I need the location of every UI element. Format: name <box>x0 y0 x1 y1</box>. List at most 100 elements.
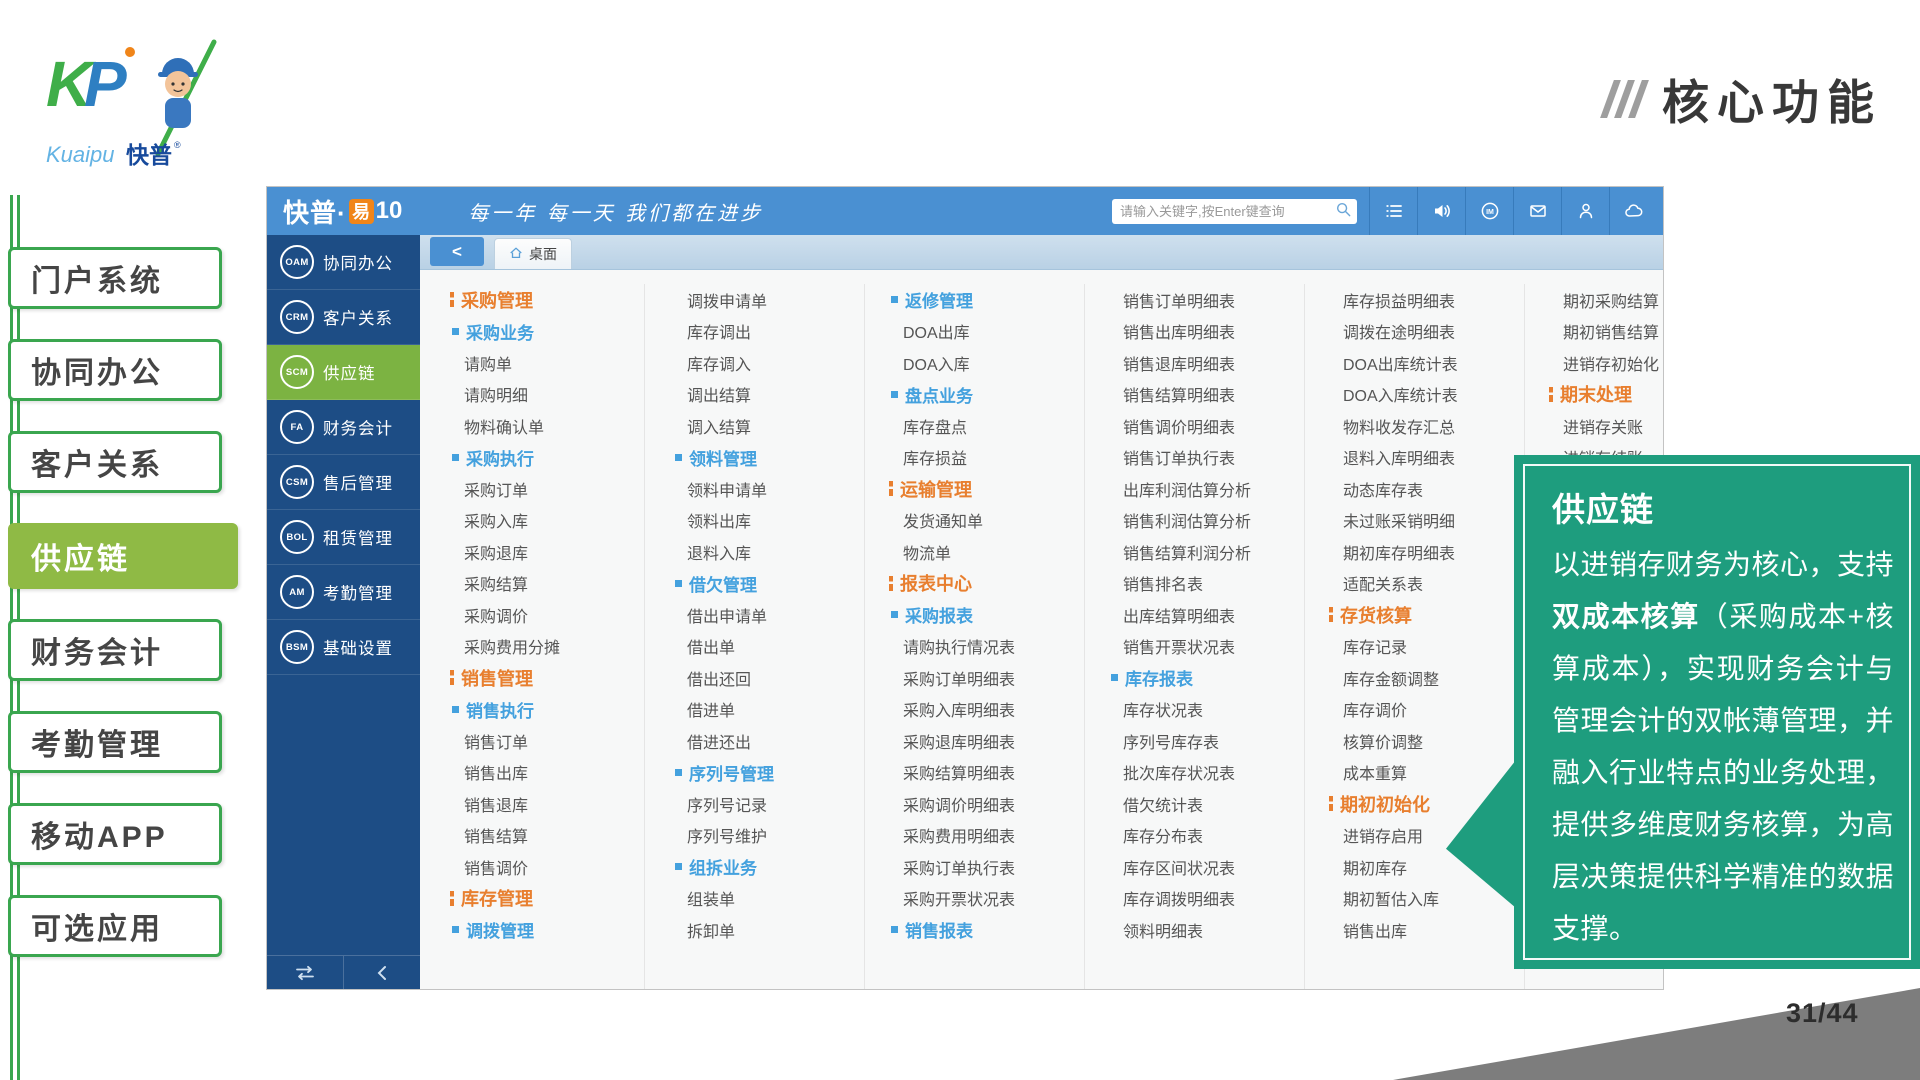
menu-item[interactable]: 采购费用分摊 <box>450 631 644 663</box>
nav-item-am[interactable]: AM 考勤管理 <box>267 565 420 620</box>
menu-item[interactable]: 采购调价明细表 <box>889 788 1084 820</box>
menu-group-header[interactable]: 报表中心 <box>889 568 1084 600</box>
list-icon[interactable] <box>1369 187 1417 235</box>
menu-group-header[interactable]: 库存管理 <box>450 883 644 915</box>
menu-subgroup-header[interactable]: 销售报表 <box>889 914 1084 946</box>
sidebar-item-collaborative-office[interactable]: 协同办公 <box>8 339 222 401</box>
menu-item[interactable]: 未过账采销明细 <box>1329 505 1524 537</box>
menu-item[interactable]: 库存状况表 <box>1109 694 1304 726</box>
menu-item[interactable]: 销售调价明细表 <box>1109 410 1304 442</box>
menu-item[interactable]: 库存区间状况表 <box>1109 851 1304 883</box>
menu-item[interactable]: 销售出库明细表 <box>1109 316 1304 348</box>
menu-item[interactable]: 期初库存 <box>1329 851 1524 883</box>
menu-item[interactable]: 采购调价 <box>450 599 644 631</box>
menu-group-header[interactable]: 存货核算 <box>1329 599 1524 631</box>
menu-item[interactable]: 库存调入 <box>673 347 864 379</box>
menu-item[interactable]: 物料确认单 <box>450 410 644 442</box>
menu-item[interactable]: 成本重算 <box>1329 757 1524 789</box>
menu-group-header[interactable]: 采购管理 <box>450 284 644 316</box>
menu-item[interactable]: 适配关系表 <box>1329 568 1524 600</box>
menu-item[interactable]: DOA入库统计表 <box>1329 379 1524 411</box>
nav-item-oam[interactable]: OAM 协同办公 <box>267 235 420 290</box>
magnifier-icon[interactable] <box>1335 201 1351 222</box>
nav-item-fa[interactable]: FA 财务会计 <box>267 400 420 455</box>
menu-item[interactable]: 进销存初始化 <box>1549 347 1663 379</box>
menu-item[interactable]: DOA出库 <box>889 316 1084 348</box>
menu-subgroup-header[interactable]: 采购报表 <box>889 599 1084 631</box>
sidebar-item-supply-chain[interactable]: 供应链 <box>8 523 238 589</box>
menu-item[interactable]: 动态库存表 <box>1329 473 1524 505</box>
menu-item[interactable]: 销售订单执行表 <box>1109 442 1304 474</box>
menu-item[interactable]: 库存记录 <box>1329 631 1524 663</box>
menu-subgroup-header[interactable]: 领料管理 <box>673 442 864 474</box>
menu-item[interactable]: 核算价调整 <box>1329 725 1524 757</box>
menu-item[interactable]: 期初采购结算 <box>1549 284 1663 316</box>
menu-item[interactable]: 调出结算 <box>673 379 864 411</box>
menu-item[interactable]: 进销存关账 <box>1549 410 1663 442</box>
global-search[interactable] <box>1112 198 1357 224</box>
mail-icon[interactable] <box>1513 187 1561 235</box>
menu-item[interactable]: 销售订单明细表 <box>1109 284 1304 316</box>
menu-item[interactable]: 采购退库明细表 <box>889 725 1084 757</box>
menu-item[interactable]: 进销存启用 <box>1329 820 1524 852</box>
menu-item[interactable]: 库存损益 <box>889 442 1084 474</box>
menu-item[interactable]: 领料出库 <box>673 505 864 537</box>
menu-item[interactable]: 销售结算利润分析 <box>1109 536 1304 568</box>
menu-item[interactable]: 销售结算 <box>450 820 644 852</box>
menu-item[interactable]: 期初暂估入库 <box>1329 883 1524 915</box>
menu-item[interactable]: 调入结算 <box>673 410 864 442</box>
menu-item[interactable]: 采购订单执行表 <box>889 851 1084 883</box>
sidebar-item-optional-apps[interactable]: 可选应用 <box>8 895 222 957</box>
menu-item[interactable]: 批次库存状况表 <box>1109 757 1304 789</box>
menu-item[interactable]: 退料入库明细表 <box>1329 442 1524 474</box>
menu-subgroup-header[interactable]: 采购业务 <box>450 316 644 348</box>
swap-icon[interactable] <box>267 956 344 989</box>
menu-item[interactable]: 采购结算 <box>450 568 644 600</box>
menu-subgroup-header[interactable]: 组拆业务 <box>673 851 864 883</box>
menu-item[interactable]: 库存调出 <box>673 316 864 348</box>
menu-item[interactable]: 采购订单 <box>450 473 644 505</box>
menu-item[interactable]: 库存调拨明细表 <box>1109 883 1304 915</box>
menu-item[interactable]: 序列号维护 <box>673 820 864 852</box>
menu-subgroup-header[interactable]: 借欠管理 <box>673 568 864 600</box>
menu-subgroup-header[interactable]: 库存报表 <box>1109 662 1304 694</box>
menu-item[interactable]: 出库结算明细表 <box>1109 599 1304 631</box>
menu-item[interactable]: 采购订单明细表 <box>889 662 1084 694</box>
menu-item[interactable]: 采购入库明细表 <box>889 694 1084 726</box>
menu-item[interactable]: 序列号记录 <box>673 788 864 820</box>
menu-item[interactable]: 采购开票状况表 <box>889 883 1084 915</box>
menu-item[interactable]: 领料申请单 <box>673 473 864 505</box>
menu-item[interactable]: 借进单 <box>673 694 864 726</box>
sidebar-item-financial-accounting[interactable]: 财务会计 <box>8 619 222 681</box>
menu-item[interactable]: 库存分布表 <box>1109 820 1304 852</box>
menu-item[interactable]: 销售排名表 <box>1109 568 1304 600</box>
back-button[interactable]: < <box>430 237 484 266</box>
menu-subgroup-header[interactable]: 采购执行 <box>450 442 644 474</box>
menu-item[interactable]: 发货通知单 <box>889 505 1084 537</box>
cloud-icon[interactable] <box>1609 187 1657 235</box>
menu-item[interactable]: 调拨申请单 <box>673 284 864 316</box>
menu-item[interactable]: 请购单 <box>450 347 644 379</box>
sidebar-item-attendance-management[interactable]: 考勤管理 <box>8 711 222 773</box>
menu-item[interactable]: 销售利润估算分析 <box>1109 505 1304 537</box>
nav-item-bsm[interactable]: BSM 基础设置 <box>267 620 420 675</box>
menu-item[interactable]: DOA出库统计表 <box>1329 347 1524 379</box>
menu-item[interactable]: 采购入库 <box>450 505 644 537</box>
menu-item[interactable]: 序列号库存表 <box>1109 725 1304 757</box>
menu-item[interactable]: 销售结算明细表 <box>1109 379 1304 411</box>
search-input[interactable] <box>1120 203 1335 219</box>
menu-item[interactable]: 调拨在途明细表 <box>1329 316 1524 348</box>
im-icon[interactable]: IM <box>1465 187 1513 235</box>
menu-group-header[interactable]: 销售管理 <box>450 662 644 694</box>
menu-item[interactable]: 销售退库明细表 <box>1109 347 1304 379</box>
menu-item[interactable]: 退料入库 <box>673 536 864 568</box>
sidebar-item-mobile-app[interactable]: 移动APP <box>8 803 222 865</box>
menu-subgroup-header[interactable]: 返修管理 <box>889 284 1084 316</box>
menu-item[interactable]: 销售调价 <box>450 851 644 883</box>
menu-item[interactable]: 销售订单 <box>450 725 644 757</box>
sidebar-item-customer-relations[interactable]: 客户关系 <box>8 431 222 493</box>
collapse-icon[interactable] <box>344 956 420 989</box>
menu-item[interactable]: 销售开票状况表 <box>1109 631 1304 663</box>
menu-item[interactable]: 销售出库 <box>1329 914 1524 946</box>
menu-subgroup-header[interactable]: 调拨管理 <box>450 914 644 946</box>
